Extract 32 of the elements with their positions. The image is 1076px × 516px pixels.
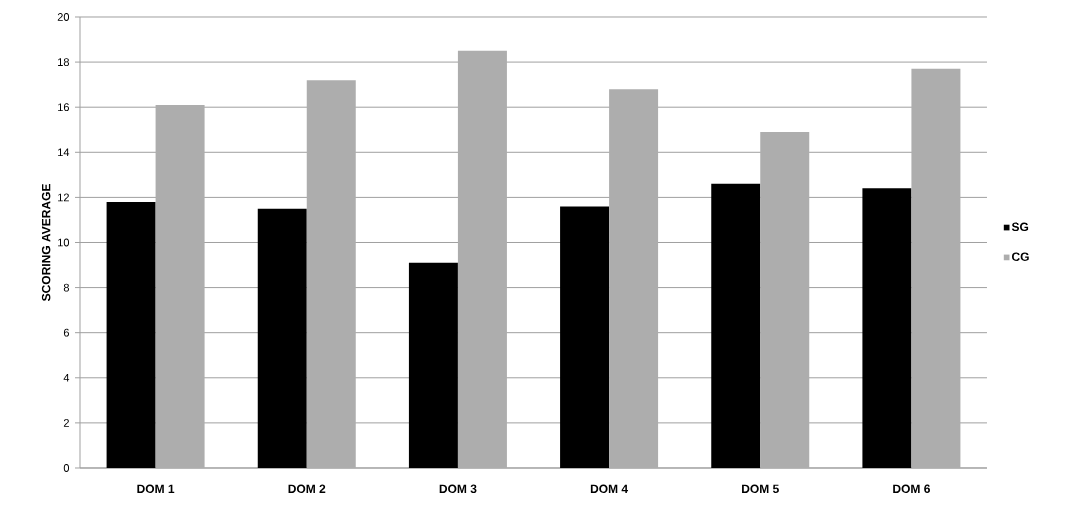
bar xyxy=(257,208,307,468)
bar xyxy=(760,132,810,468)
y-tick-label: 0 xyxy=(63,464,70,472)
bar xyxy=(609,89,659,468)
y-tick-label: 2 xyxy=(63,419,69,427)
y-tick-label: 4 xyxy=(63,374,70,382)
y-tick-label: 8 xyxy=(63,283,69,292)
bar xyxy=(862,188,912,468)
x-tick-label: DOM 2 xyxy=(288,484,326,494)
y-tick-label: 12 xyxy=(58,193,69,202)
y-tick-label: 14 xyxy=(58,148,70,157)
bar xyxy=(560,206,610,468)
y-tick-label: 16 xyxy=(58,103,69,112)
x-tick-label: DOM 4 xyxy=(590,484,629,494)
x-tick-label: DOM 3 xyxy=(439,484,477,494)
y-tick-label: 6 xyxy=(63,328,69,337)
bar xyxy=(306,80,356,468)
bar xyxy=(911,68,961,468)
bar xyxy=(711,183,761,468)
bar xyxy=(106,201,156,468)
legend-label: SG xyxy=(1011,222,1029,232)
legend-label: CG xyxy=(1011,252,1029,261)
y-tick-label: 10 xyxy=(58,238,70,247)
bar xyxy=(155,104,205,468)
y-tick-label: 18 xyxy=(58,58,69,66)
y-tick-label: 20 xyxy=(57,13,70,21)
y-axis-title: SCORING AVERAGE xyxy=(41,184,51,302)
x-tick-label: DOM 6 xyxy=(893,484,930,494)
bar xyxy=(408,262,458,468)
x-tick-label: DOM 5 xyxy=(742,484,779,494)
x-tick-label: DOM 1 xyxy=(137,484,175,494)
bar xyxy=(457,50,507,468)
